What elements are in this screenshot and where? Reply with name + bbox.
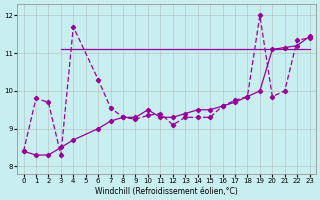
X-axis label: Windchill (Refroidissement éolien,°C): Windchill (Refroidissement éolien,°C): [95, 187, 238, 196]
